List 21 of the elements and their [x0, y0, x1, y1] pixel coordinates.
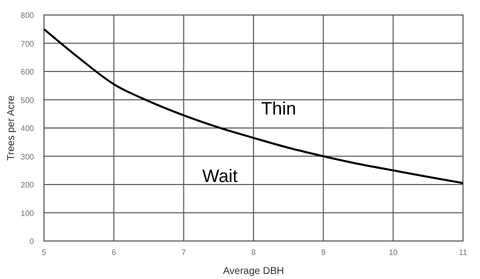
y-tick-label: 0 — [30, 237, 35, 246]
x-tick-label: 10 — [388, 248, 398, 257]
x-tick-label: 6 — [112, 248, 117, 257]
annotation: Wait — [202, 166, 238, 186]
x-tick-label: 8 — [251, 248, 256, 257]
x-tick-label: 9 — [321, 248, 326, 257]
y-tick-label: 400 — [20, 124, 35, 133]
y-tick-label: 300 — [20, 152, 35, 162]
x-tick-label: 5 — [42, 248, 47, 257]
x-tick-label: 11 — [458, 248, 468, 257]
y-axis-title: Trees per Acre — [6, 94, 17, 161]
line-series — [43, 28, 464, 184]
x-axis-title: Average DBH — [223, 266, 284, 277]
y-tick-label: 200 — [20, 180, 35, 190]
y-tick-label: 500 — [20, 96, 35, 105]
annotation: Thin — [261, 98, 296, 118]
y-tick-label: 700 — [20, 39, 35, 48]
y-tick-label: 600 — [20, 68, 35, 76]
y-tick-label: 100 — [20, 208, 35, 218]
y-tick-label: 800 — [20, 11, 35, 20]
x-tick-label: 7 — [181, 248, 186, 257]
